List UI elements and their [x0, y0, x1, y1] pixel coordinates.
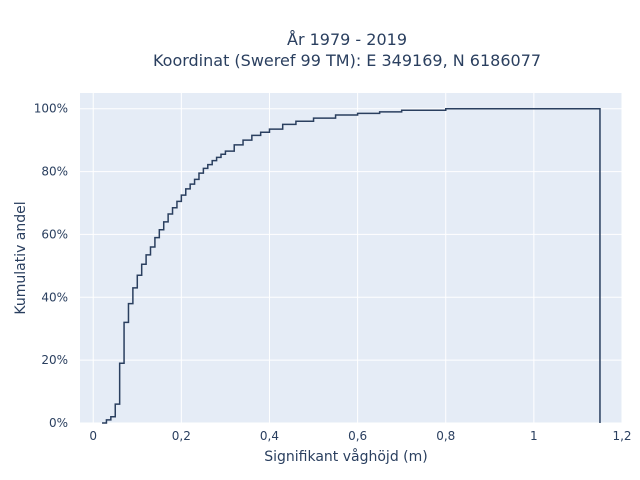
x-tick-label: 1,2 [612, 429, 631, 443]
y-tick-label: 40% [41, 290, 68, 304]
y-tick-label: 80% [41, 165, 68, 179]
y-tick-label: 60% [41, 227, 68, 241]
chart-title-line2: Koordinat (Sweref 99 TM): E 349169, N 61… [153, 51, 541, 70]
x-tick-label: 0,4 [260, 429, 279, 443]
y-tick-label: 20% [41, 353, 68, 367]
y-tick-label: 0% [49, 416, 68, 430]
y-tick-label: 100% [34, 102, 68, 116]
grid-lines [80, 93, 623, 424]
x-tick-label: 0,2 [172, 429, 191, 443]
series-layer [102, 107, 601, 424]
x-axis-title: Signifikant våghöjd (m) [264, 448, 427, 465]
x-tick-label: 1 [530, 429, 538, 443]
tick-labels: 0 0,2 0,4 0,6 0,8 1 1,2 0% 20% 40% 60% 80% 100% [34, 102, 632, 443]
cdf-step-line [102, 107, 601, 424]
x-tick-label: 0,6 [348, 429, 367, 443]
x-tick-label: 0 [89, 429, 97, 443]
chart-title-line1: År 1979 - 2019 [287, 30, 407, 49]
plot-area [80, 93, 622, 423]
y-axis-title: Kumulativ andel [13, 201, 29, 314]
x-tick-label: 0,8 [436, 429, 455, 443]
